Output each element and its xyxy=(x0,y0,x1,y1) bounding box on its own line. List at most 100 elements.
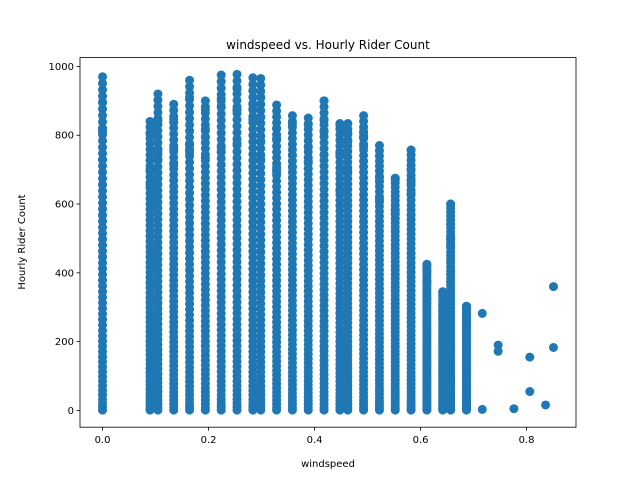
data-point xyxy=(98,136,108,146)
data-point xyxy=(185,157,195,167)
data-point xyxy=(390,173,400,183)
data-point xyxy=(461,375,471,385)
data-point xyxy=(98,148,108,158)
data-point xyxy=(185,101,195,111)
data-point xyxy=(232,159,242,169)
data-point xyxy=(185,164,195,174)
data-point xyxy=(461,314,471,324)
data-point xyxy=(343,137,353,147)
x-tick-label: 0.6 xyxy=(413,435,429,446)
data-point xyxy=(406,210,416,220)
plot-frame xyxy=(79,57,577,428)
data-point xyxy=(248,162,258,172)
data-point xyxy=(98,186,108,196)
data-point xyxy=(461,404,471,414)
data-point xyxy=(216,143,226,153)
data-point xyxy=(319,96,329,106)
y-tick-label: 0 xyxy=(68,406,74,417)
data-point xyxy=(232,84,242,94)
chart-title: windspeed vs. Hourly Rider Count xyxy=(226,38,430,52)
data-point xyxy=(248,92,258,102)
x-tick-label: 0.2 xyxy=(201,435,217,446)
data-point xyxy=(390,205,400,215)
data-point xyxy=(200,132,210,142)
data-point xyxy=(422,278,432,288)
y-axis-ticks: 0 200 400 600 800 1000 xyxy=(49,62,80,417)
data-point xyxy=(256,112,266,122)
data-point xyxy=(256,175,266,185)
data-point xyxy=(319,115,329,125)
data-point xyxy=(185,82,195,92)
data-point xyxy=(185,132,195,142)
data-point xyxy=(169,144,179,154)
data-point xyxy=(343,119,353,129)
data-point xyxy=(216,122,226,132)
data-point xyxy=(145,180,155,190)
data-point xyxy=(256,125,266,135)
data-point xyxy=(256,92,266,102)
data-point xyxy=(232,178,242,188)
data-point xyxy=(493,346,503,356)
data-point xyxy=(185,107,195,117)
data-point xyxy=(319,127,329,137)
data-point xyxy=(200,152,210,162)
data-point xyxy=(145,165,155,175)
data-point xyxy=(232,190,242,200)
data-point xyxy=(216,93,226,103)
data-point xyxy=(303,163,313,173)
x-axis-label: windspeed xyxy=(301,459,355,470)
data-point xyxy=(509,404,519,414)
data-point xyxy=(185,113,195,123)
data-point xyxy=(169,160,179,170)
data-point xyxy=(256,144,266,154)
data-point xyxy=(548,342,558,352)
y-tick-label: 200 xyxy=(55,337,74,348)
data-point xyxy=(98,85,108,95)
data-point xyxy=(374,197,384,207)
data-point xyxy=(200,104,210,114)
data-point xyxy=(493,340,503,350)
data-point xyxy=(525,387,535,397)
data-point xyxy=(248,130,258,140)
data-point xyxy=(232,128,242,138)
data-point xyxy=(216,115,226,125)
data-point xyxy=(525,352,535,362)
x-axis-ticks: 0.0 0.2 0.4 0.6 0.8 xyxy=(95,427,535,446)
data-point xyxy=(216,172,226,182)
data-point xyxy=(359,141,369,151)
data-point xyxy=(272,133,282,143)
data-point xyxy=(153,95,163,105)
data-point xyxy=(256,168,266,178)
data-point xyxy=(335,149,345,159)
data-point xyxy=(248,149,258,159)
data-point xyxy=(248,168,258,178)
data-point xyxy=(98,167,108,177)
data-point xyxy=(232,95,242,105)
data-point xyxy=(248,79,258,89)
data-point xyxy=(287,150,297,160)
data-point xyxy=(446,234,456,244)
data-point xyxy=(335,120,345,130)
data-point xyxy=(98,104,108,114)
data-point xyxy=(153,147,163,157)
data-point xyxy=(98,97,108,107)
data-point xyxy=(153,116,163,126)
data-point xyxy=(153,154,163,164)
data-point xyxy=(248,124,258,134)
data-point xyxy=(359,127,369,137)
data-point xyxy=(216,178,226,188)
data-point xyxy=(248,73,258,83)
data-point xyxy=(248,86,258,96)
data-point xyxy=(303,113,313,123)
data-point xyxy=(256,154,266,164)
data-point xyxy=(169,117,179,127)
data-point xyxy=(248,180,258,190)
data-point xyxy=(232,147,242,157)
data-point xyxy=(541,400,551,410)
data-point xyxy=(477,404,487,414)
data-point xyxy=(461,327,471,337)
data-point xyxy=(287,111,297,121)
data-point xyxy=(216,160,226,170)
data-point xyxy=(303,120,313,130)
